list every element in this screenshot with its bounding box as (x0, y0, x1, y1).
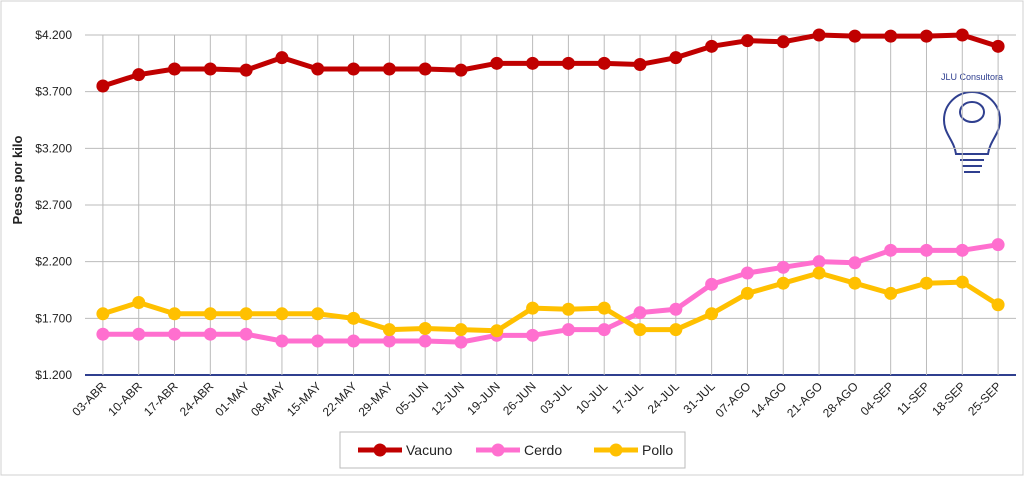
data-point (633, 306, 647, 320)
data-point (597, 56, 611, 70)
data-point (418, 334, 432, 348)
data-point (239, 307, 253, 321)
data-point (275, 51, 289, 65)
data-point (418, 322, 432, 336)
data-point (454, 63, 468, 77)
data-point (919, 276, 933, 290)
legend-label: Vacuno (406, 442, 453, 458)
data-point (955, 28, 969, 42)
data-point (347, 334, 361, 348)
data-point (669, 323, 683, 337)
data-point (776, 276, 790, 290)
data-point (382, 62, 396, 76)
data-point (991, 298, 1005, 312)
y-tick-label: $3.700 (35, 85, 72, 99)
data-point (669, 51, 683, 65)
data-point (132, 68, 146, 82)
legend-label: Cerdo (524, 442, 562, 458)
legend-label: Pollo (642, 442, 673, 458)
data-point (382, 334, 396, 348)
data-point (633, 323, 647, 337)
data-point (740, 34, 754, 48)
logo: JLU Consultora (941, 72, 1003, 173)
data-point (561, 302, 575, 316)
data-point (812, 266, 826, 280)
legend-marker (609, 443, 623, 457)
data-point (848, 276, 862, 290)
data-point (203, 307, 217, 321)
data-point (311, 334, 325, 348)
data-point (526, 328, 540, 342)
data-point (740, 286, 754, 300)
data-point (561, 56, 575, 70)
data-point (669, 302, 683, 316)
data-point (239, 327, 253, 341)
data-point (955, 275, 969, 289)
data-point (597, 301, 611, 315)
data-point (382, 323, 396, 337)
data-point (848, 29, 862, 43)
data-point (812, 255, 826, 269)
data-point (311, 307, 325, 321)
data-point (132, 327, 146, 341)
data-point (311, 62, 325, 76)
data-point (526, 301, 540, 315)
y-tick-label: $4.200 (35, 28, 72, 42)
data-point (203, 327, 217, 341)
data-point (347, 62, 361, 76)
data-point (96, 327, 110, 341)
y-tick-label: $2.200 (35, 255, 72, 269)
data-point (454, 323, 468, 337)
data-point (418, 62, 432, 76)
y-tick-label: $1.700 (35, 311, 72, 325)
data-point (955, 243, 969, 257)
data-point (705, 39, 719, 53)
data-point (740, 266, 754, 280)
data-point (884, 29, 898, 43)
data-point (919, 243, 933, 257)
data-point (812, 28, 826, 42)
data-point (168, 327, 182, 341)
data-point (168, 307, 182, 321)
data-point (919, 29, 933, 43)
data-point (991, 39, 1005, 53)
data-point (239, 63, 253, 77)
data-point (203, 62, 217, 76)
y-tick-label: $2.700 (35, 198, 72, 212)
data-point (884, 286, 898, 300)
data-point (96, 307, 110, 321)
data-point (275, 307, 289, 321)
legend-marker (373, 443, 387, 457)
y-tick-label: $1.200 (35, 368, 72, 382)
y-tick-label: $3.200 (35, 141, 72, 155)
data-point (776, 35, 790, 49)
legend-marker (491, 443, 505, 457)
logo-bulb (942, 91, 1002, 155)
data-point (168, 62, 182, 76)
data-point (275, 334, 289, 348)
data-point (561, 323, 575, 337)
logo-base (960, 159, 984, 173)
logo-pig (959, 101, 985, 123)
data-point (347, 311, 361, 325)
data-point (132, 295, 146, 309)
data-point (705, 277, 719, 291)
data-point (884, 243, 898, 257)
data-point (490, 56, 504, 70)
data-point (848, 256, 862, 270)
data-point (526, 56, 540, 70)
data-point (597, 323, 611, 337)
logo-text: JLU Consultora (941, 72, 1003, 82)
data-point (490, 324, 504, 338)
data-point (633, 57, 647, 71)
y-axis-title: Pesos por kilo (10, 136, 25, 225)
data-point (96, 79, 110, 93)
data-point (991, 238, 1005, 252)
data-point (454, 335, 468, 349)
data-point (705, 307, 719, 321)
data-point (776, 260, 790, 274)
